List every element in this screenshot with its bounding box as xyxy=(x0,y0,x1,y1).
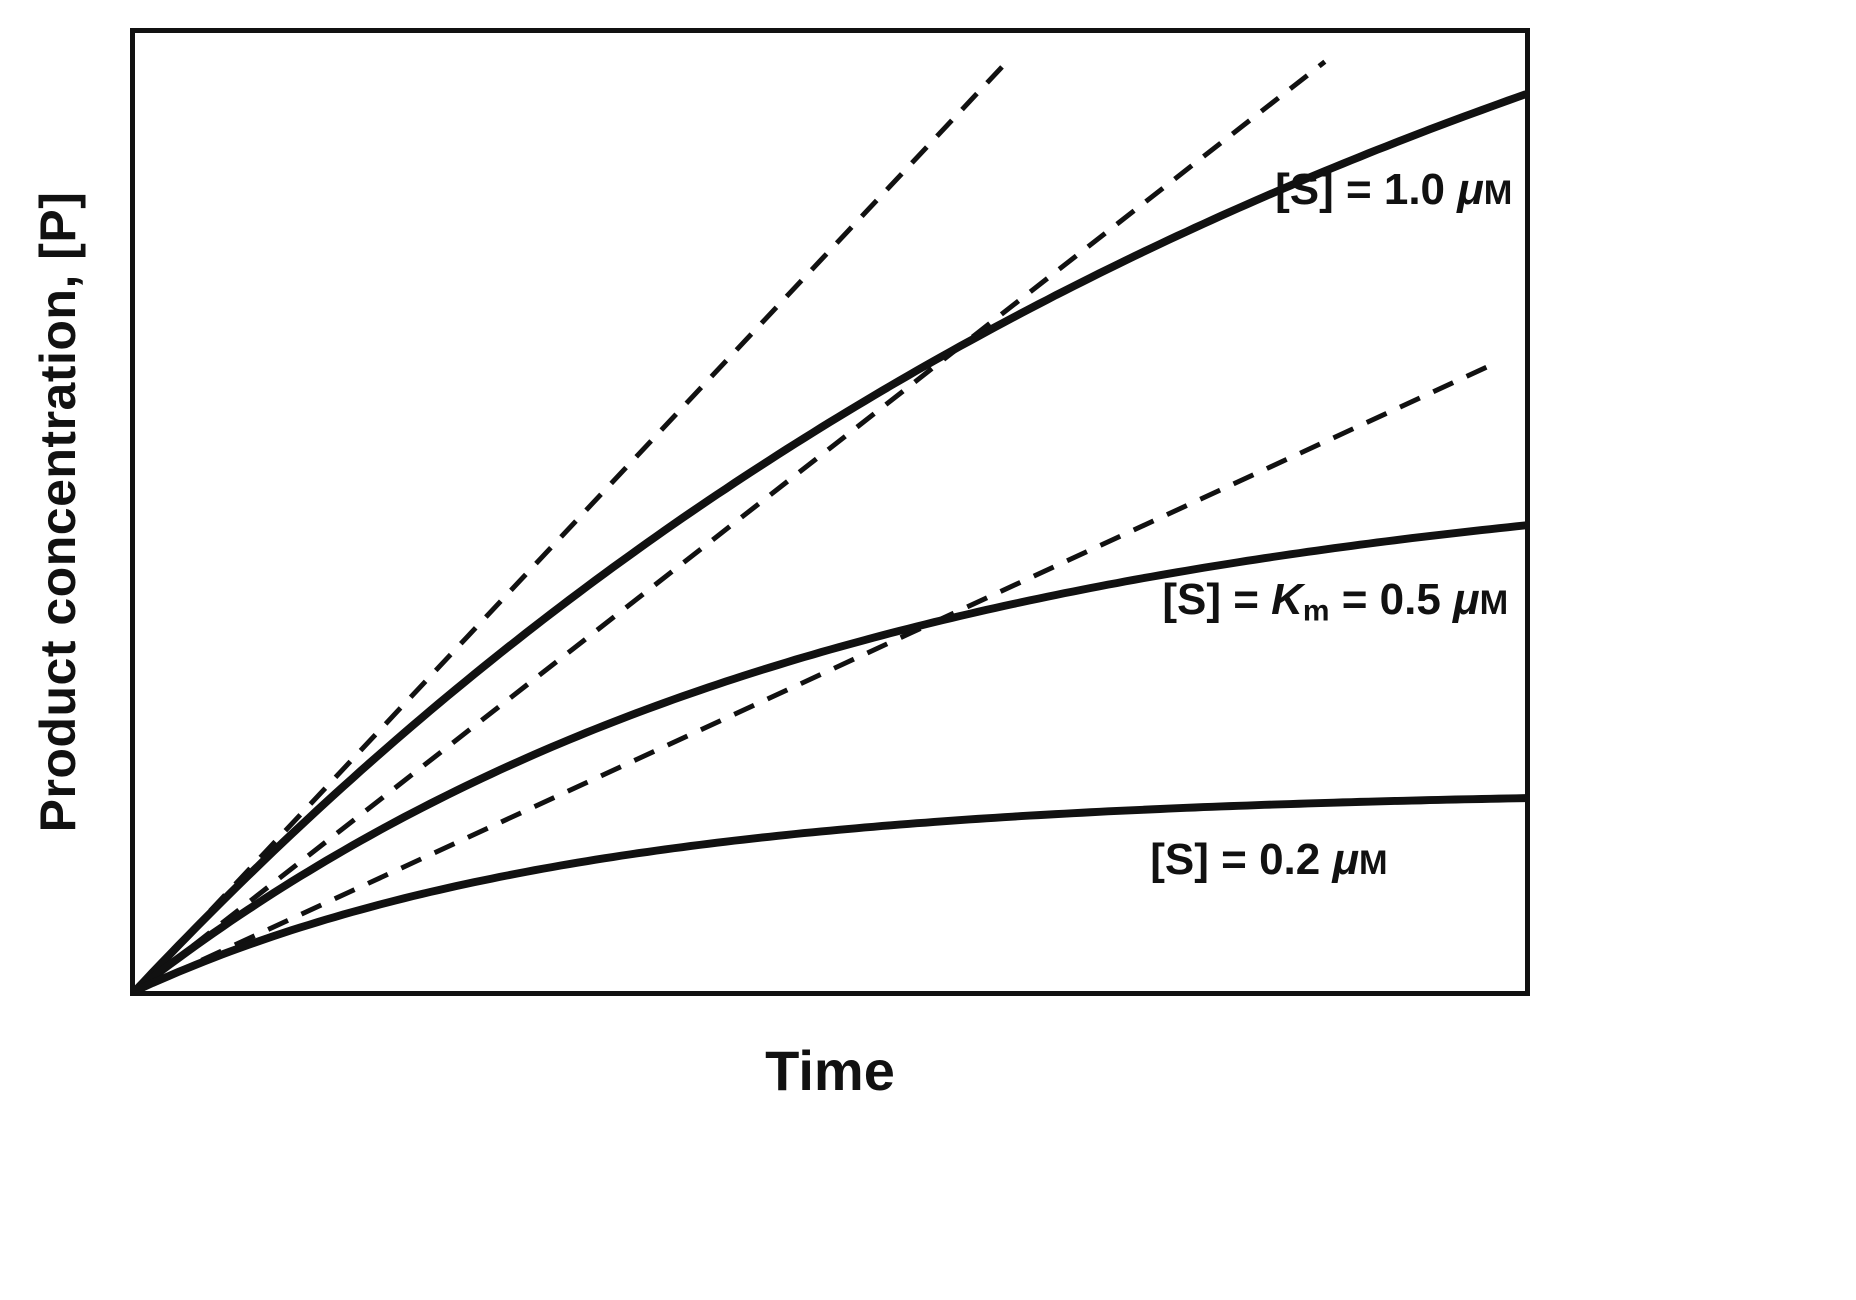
annotation-text-part: μ xyxy=(1457,164,1484,214)
progress-curve xyxy=(135,90,1525,991)
annotation-text-part: [S] = 1.0 xyxy=(1275,164,1458,214)
annotation-text-part: μ xyxy=(1453,574,1480,624)
label-s-km-0-5: [S] = Km = 0.5 μM xyxy=(1162,574,1508,638)
plot-area: [S] = 1.0 μM [S] = Km = 0.5 μM [S] = 0.2 μ… xyxy=(130,28,1530,996)
annotation-text-part: M xyxy=(1479,583,1509,622)
plot-svg xyxy=(135,59,1525,991)
annotation-text-part: K xyxy=(1271,574,1303,624)
label-s-1-0: [S] = 1.0 μM xyxy=(1275,164,1512,219)
label-s-0-2: [S] = 0.2 μM xyxy=(1150,834,1387,889)
annotation-text-part: m xyxy=(1302,594,1330,628)
annotation-text-part: [S] = 0.2 xyxy=(1150,834,1333,884)
y-axis-label: Product concentration, [P] xyxy=(30,191,86,833)
annotation-text-part: μ xyxy=(1332,834,1360,884)
annotation-text-part: M xyxy=(1359,843,1388,882)
annotation-text-part: M xyxy=(1483,173,1513,212)
annotation-text-part: = 0.5 xyxy=(1329,574,1454,624)
progress-curve xyxy=(135,794,1525,991)
initial-rate-tangent-line xyxy=(135,64,1005,991)
annotation-text-part: [S] = xyxy=(1162,574,1272,624)
initial-rate-tangent-line xyxy=(135,359,1500,991)
progress-curve xyxy=(135,521,1525,991)
x-axis-label: Time xyxy=(765,1039,895,1102)
initial-rate-tangent-line xyxy=(135,59,1327,991)
